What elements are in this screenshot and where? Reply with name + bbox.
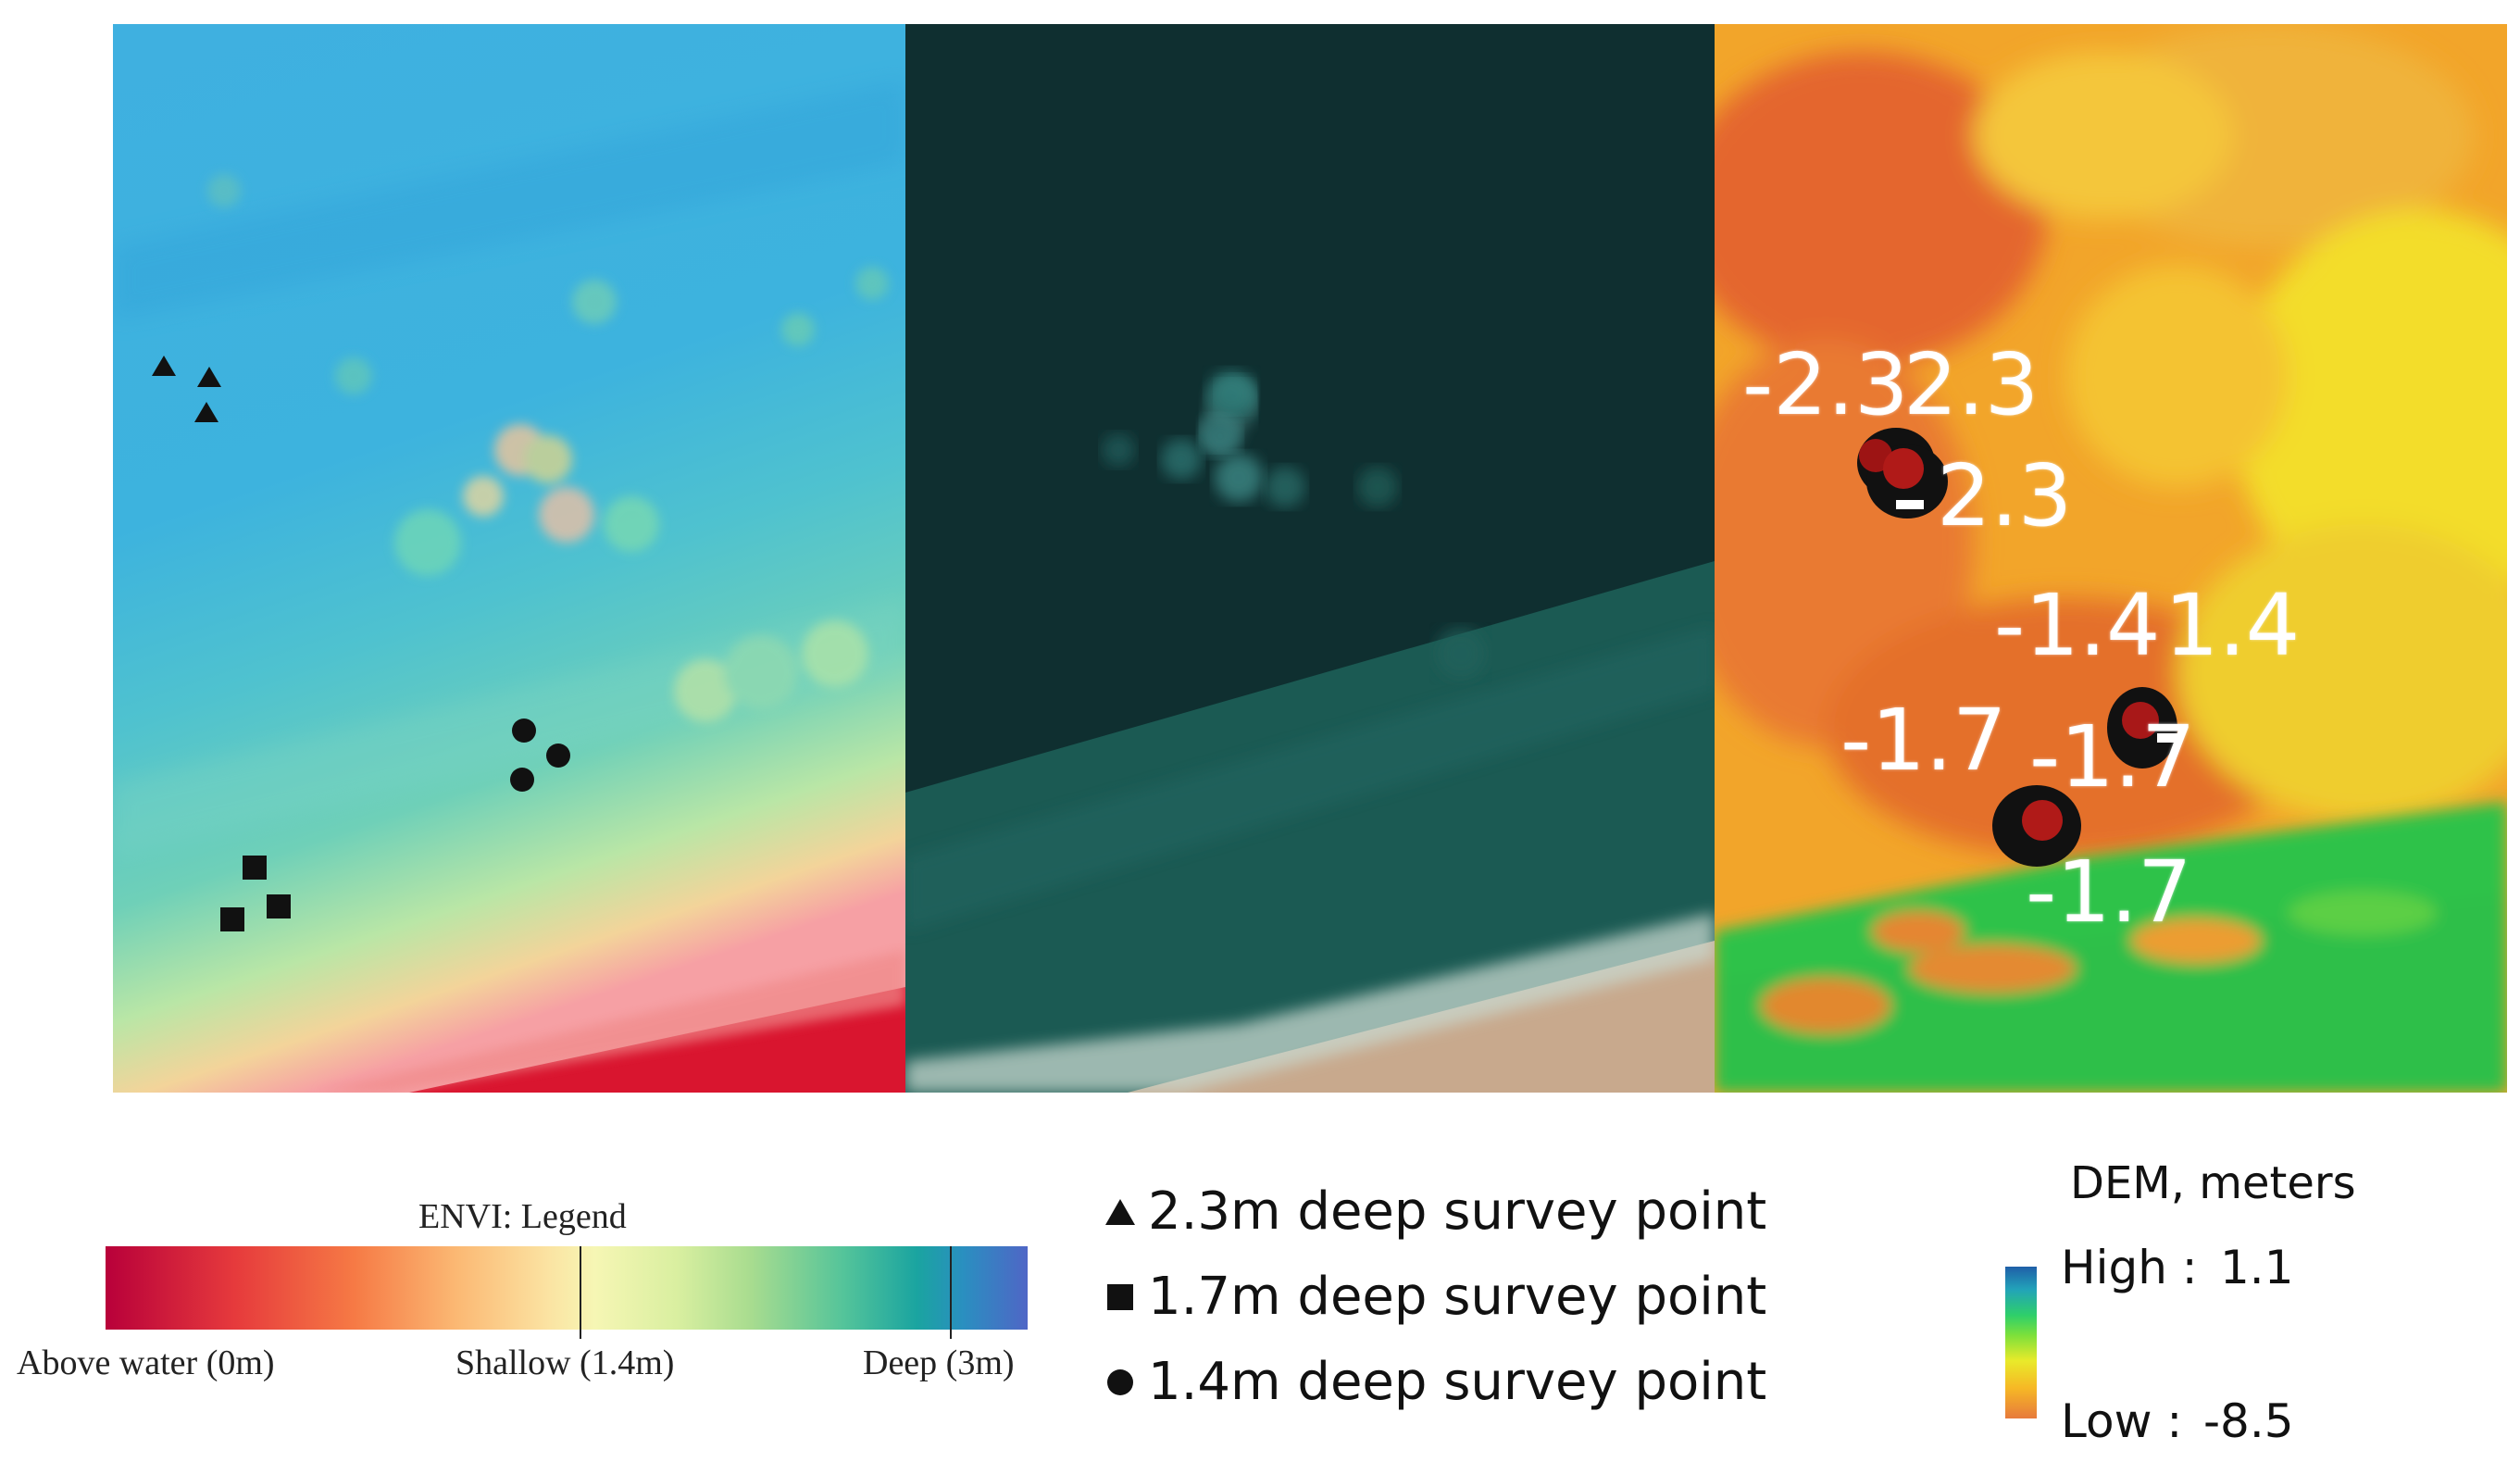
circle-marker-icon	[546, 743, 570, 768]
triangle-marker-icon	[194, 402, 218, 422]
dem-depth-label: 2.3	[1903, 335, 2040, 434]
envi-tick-deep	[950, 1246, 952, 1339]
dem-depth-label: -1.7	[2026, 843, 2192, 942]
envi-tick-label: Shallow (1.4m)	[455, 1343, 675, 1382]
dem-depth-label: 1.4	[2164, 576, 2301, 675]
envi-tick-label: Deep (3m)	[863, 1343, 1015, 1382]
dem-map: -2.3 2.3 2.3 -1.4 1.4 -1.7 -1.7 -1.7	[1715, 24, 2507, 1093]
square-marker-icon	[220, 907, 244, 931]
dem-low-label: Low :	[2061, 1394, 2183, 1448]
dem-depth-label: -1.7	[2029, 707, 2196, 806]
survey-legend-item: 1.7m deep survey point	[1104, 1267, 1766, 1327]
dem-high-value: 1.1	[2220, 1241, 2294, 1294]
dem-point-icon	[1883, 448, 1924, 489]
dem-depth-label: 2.3	[1937, 446, 2073, 545]
dem-color-bar	[2005, 1267, 2037, 1418]
circle-marker-icon	[510, 768, 534, 792]
dem-high-label: High :	[2061, 1241, 2198, 1294]
envi-color-bar	[106, 1246, 1028, 1330]
survey-legend-label: 2.3m deep survey point	[1148, 1181, 1767, 1242]
dem-depth-label: -2.3	[1742, 335, 1909, 434]
envi-legend-title: ENVI: Legend	[418, 1197, 627, 1236]
envi-tick-shallow	[580, 1246, 581, 1339]
square-marker-icon	[243, 856, 267, 880]
triangle-icon	[1105, 1198, 1135, 1225]
envi-tick-label: Above water (0m)	[17, 1343, 275, 1382]
survey-markers	[152, 356, 570, 931]
survey-legend-item: 2.3m deep survey point	[1104, 1181, 1766, 1242]
dem-point-markers	[1857, 428, 2181, 867]
triangle-marker-icon	[197, 367, 221, 387]
dem-legend-title: DEM, meters	[2070, 1157, 2356, 1209]
envi-depth-map	[113, 24, 905, 1093]
survey-legend-label: 1.4m deep survey point	[1148, 1352, 1767, 1412]
circle-marker-icon	[512, 719, 536, 743]
dem-point-icon	[2022, 800, 2063, 841]
dem-point-icon	[2122, 702, 2159, 739]
triangle-marker-icon	[152, 356, 176, 376]
square-marker-icon	[267, 894, 291, 918]
dem-low-value: -8.5	[2203, 1394, 2294, 1448]
circle-icon	[1107, 1368, 1133, 1395]
rgb-aerial-image	[905, 24, 1715, 1093]
dem-depth-label: -1.4	[1994, 576, 2161, 675]
dem-depth-label: -1.7	[1840, 691, 2007, 790]
square-icon	[1107, 1283, 1133, 1310]
survey-legend-label: 1.7m deep survey point	[1148, 1267, 1767, 1327]
survey-legend-item: 1.4m deep survey point	[1104, 1352, 1766, 1412]
